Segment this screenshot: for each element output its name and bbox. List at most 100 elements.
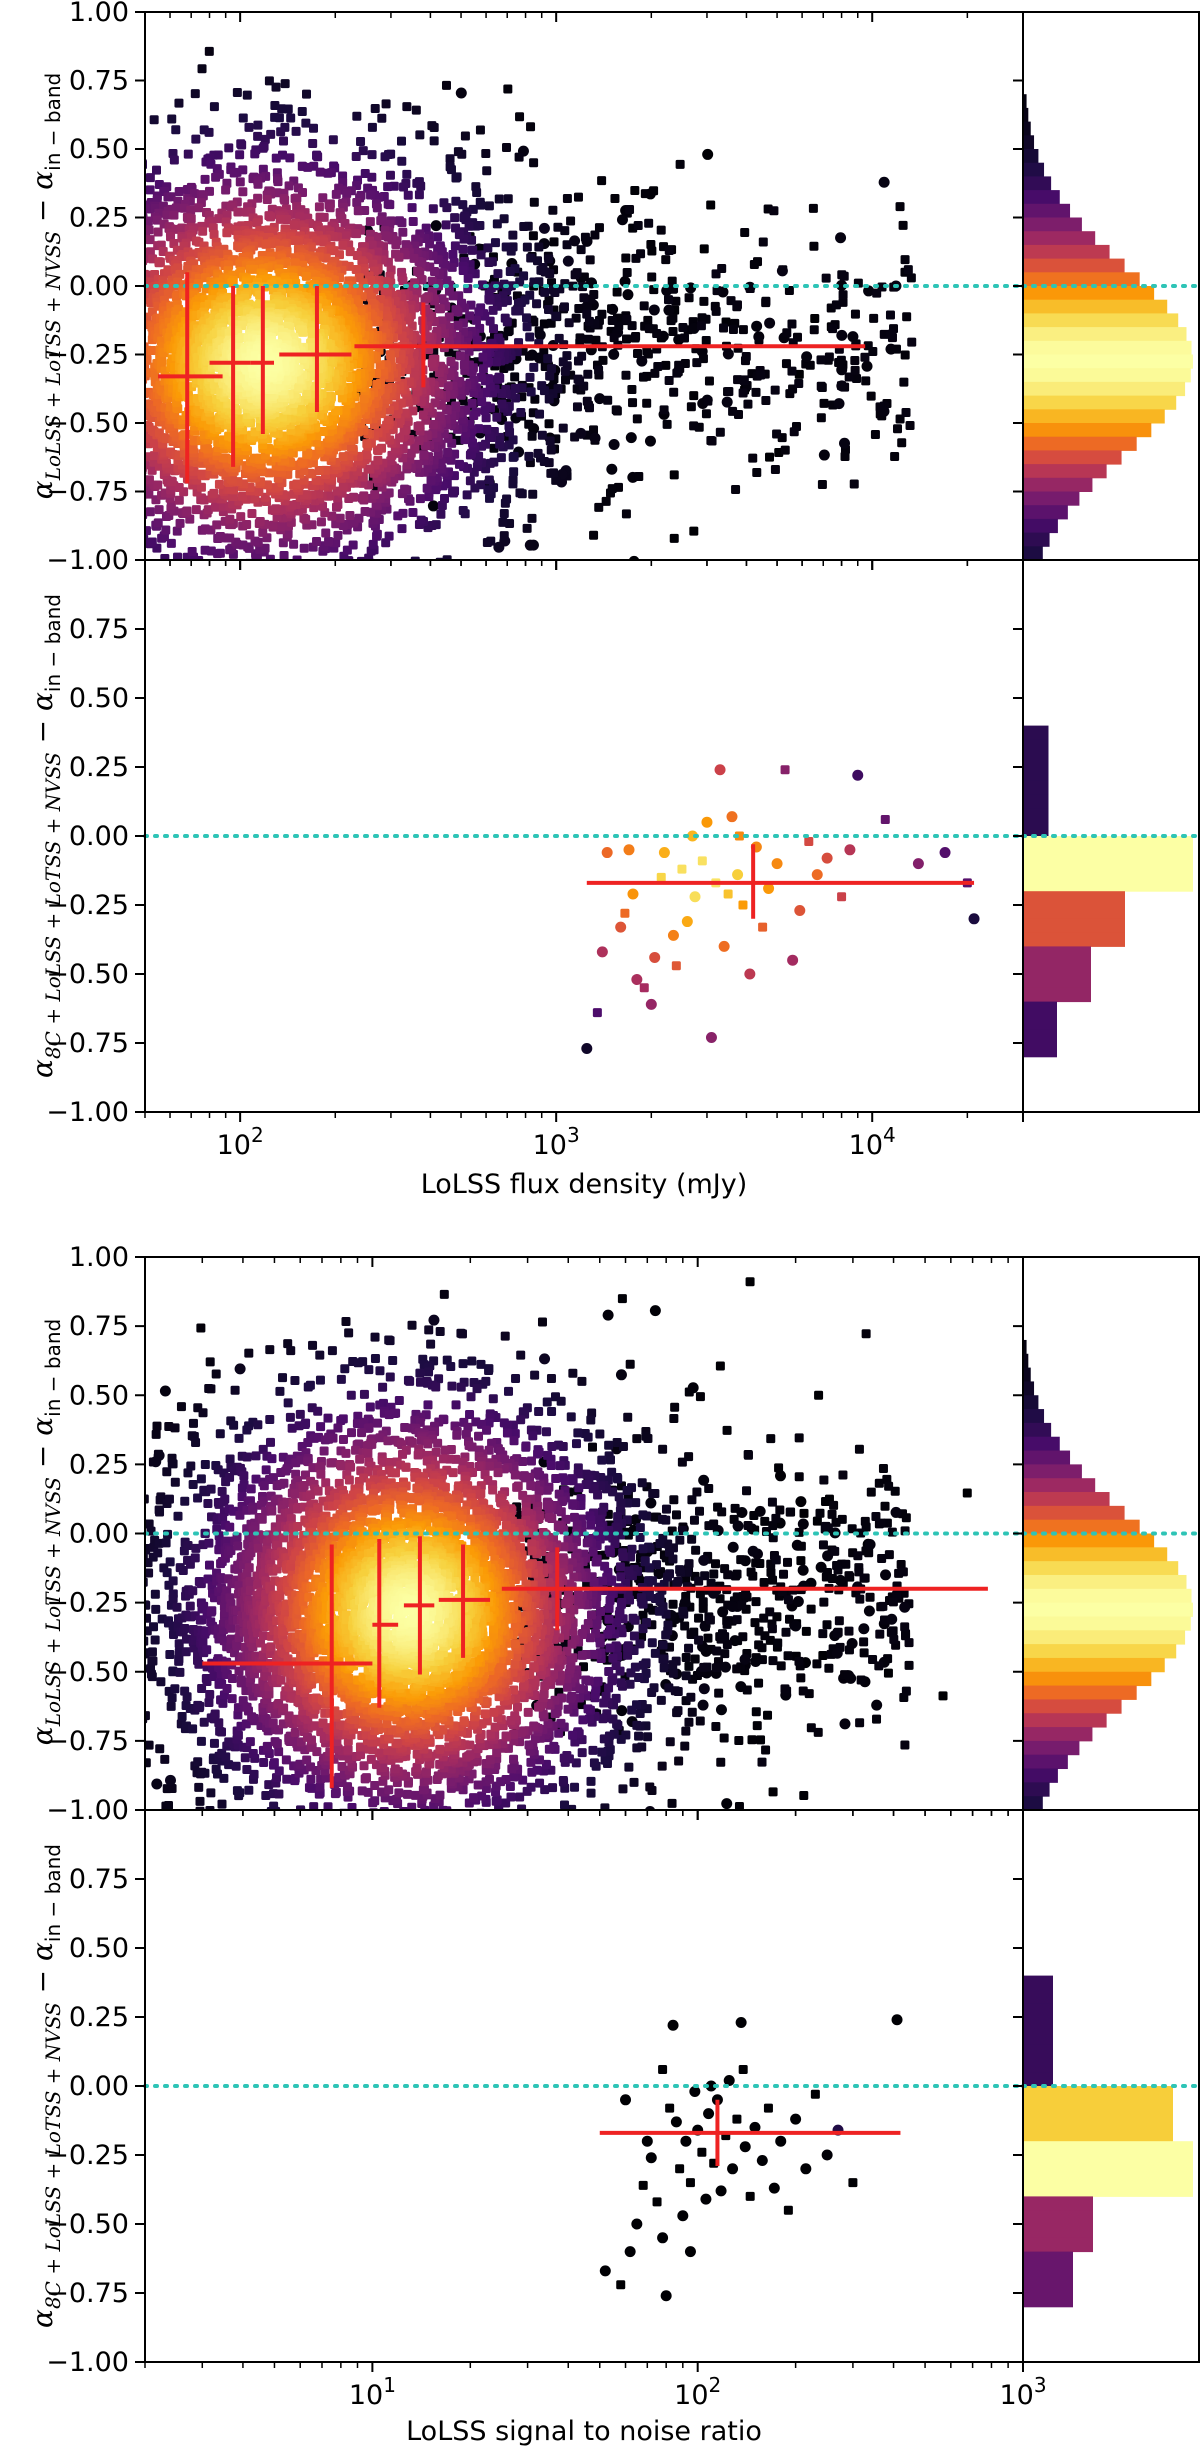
scatter-point xyxy=(459,569,468,578)
scatter-point xyxy=(7,478,16,487)
scatter-point xyxy=(65,453,74,462)
scatter-point xyxy=(362,439,372,449)
scatter-point xyxy=(130,311,139,320)
scatter-point xyxy=(286,113,296,123)
scatter-point xyxy=(622,289,634,301)
scatter-point xyxy=(307,573,316,582)
scatter-point xyxy=(74,370,83,379)
scatter-point xyxy=(155,257,165,267)
scatter-point xyxy=(174,482,184,492)
scatter-point xyxy=(327,593,336,602)
scatter-point xyxy=(108,528,117,537)
scatter-point xyxy=(99,318,108,327)
scatter-point xyxy=(127,305,136,314)
scatter-point xyxy=(202,443,212,453)
scatter-point xyxy=(648,304,660,316)
scatter-point xyxy=(672,368,682,378)
scatter-point xyxy=(484,201,494,211)
scatter-point xyxy=(373,445,383,455)
scatter-point xyxy=(764,317,776,329)
scatter-point xyxy=(885,343,897,355)
scatter-point xyxy=(740,228,750,238)
scatter-point xyxy=(78,387,87,396)
scatter-point xyxy=(150,371,160,381)
scatter-point xyxy=(483,485,493,495)
scatter-point xyxy=(264,76,274,86)
scatter-point xyxy=(77,329,86,338)
scatter-point xyxy=(427,500,439,512)
scatter-point xyxy=(122,528,131,537)
scatter-point xyxy=(194,203,204,213)
scatter-point xyxy=(553,222,563,232)
scatter-point xyxy=(56,575,65,584)
scatter-point xyxy=(125,380,134,389)
scatter-point xyxy=(816,355,826,365)
scatter-point xyxy=(352,197,362,207)
scatter-point xyxy=(530,394,540,404)
scatter-point xyxy=(664,375,674,385)
scatter-point xyxy=(33,521,42,530)
scatter-point xyxy=(132,446,141,455)
scatter-point xyxy=(608,439,620,451)
scatter-point xyxy=(163,565,172,574)
scatter-point xyxy=(21,571,30,580)
scatter-point xyxy=(644,435,656,447)
scatter-point xyxy=(630,333,640,343)
scatter-point xyxy=(630,185,640,195)
scatter-point xyxy=(427,276,437,286)
scatter-point xyxy=(204,127,214,137)
scatter-point xyxy=(252,218,262,228)
scatter-point xyxy=(469,411,479,421)
scatter-point xyxy=(70,440,79,449)
scatter-point xyxy=(514,152,524,162)
scatter-point xyxy=(15,414,24,423)
scatter-point xyxy=(118,236,127,245)
scatter-point xyxy=(26,334,35,343)
scatter-point xyxy=(836,364,848,376)
scatter-point xyxy=(625,432,637,444)
scatter-point xyxy=(669,533,679,543)
scatter-point xyxy=(634,648,643,657)
scatter-point xyxy=(885,310,895,320)
scatter-point xyxy=(503,194,513,204)
scatter-point xyxy=(145,507,155,517)
scatter-point xyxy=(662,419,672,429)
scatter-point xyxy=(566,216,576,226)
scatter-point xyxy=(0,421,9,430)
scatter-point xyxy=(122,173,131,182)
scatter-point xyxy=(363,464,373,474)
scatter-point xyxy=(175,572,184,581)
scatter-point xyxy=(338,240,348,250)
scatter-point xyxy=(85,328,94,337)
scatter-point xyxy=(353,206,363,216)
scatter-point xyxy=(90,302,99,311)
scatter-point xyxy=(256,563,265,572)
scatter-point xyxy=(457,149,467,159)
scatter-point xyxy=(579,293,589,303)
scatter-point xyxy=(134,462,143,471)
scatter-point xyxy=(99,307,108,316)
scatter-point xyxy=(273,177,283,187)
scatter-point xyxy=(134,338,143,347)
scatter-point xyxy=(663,304,675,316)
scatter-point xyxy=(111,312,120,321)
scatter-point xyxy=(249,264,259,274)
scatter-point xyxy=(436,457,446,467)
scatter-point xyxy=(99,319,108,328)
scatter-point xyxy=(238,540,248,550)
scatter-point xyxy=(135,301,144,310)
scatter-point xyxy=(576,245,586,255)
scatter-point xyxy=(274,113,284,123)
scatter-point xyxy=(659,405,669,415)
scatter-point xyxy=(116,465,125,474)
scatter-point xyxy=(12,410,21,419)
scatter-point xyxy=(905,421,915,431)
scatter-point xyxy=(699,244,709,254)
scatter-point xyxy=(116,444,125,453)
scatter-point xyxy=(454,459,464,469)
scatter-point xyxy=(313,152,323,162)
scatter-point xyxy=(79,326,88,335)
scatter-point xyxy=(367,240,377,250)
scatter-point xyxy=(628,555,640,560)
scatter-point xyxy=(213,150,223,160)
